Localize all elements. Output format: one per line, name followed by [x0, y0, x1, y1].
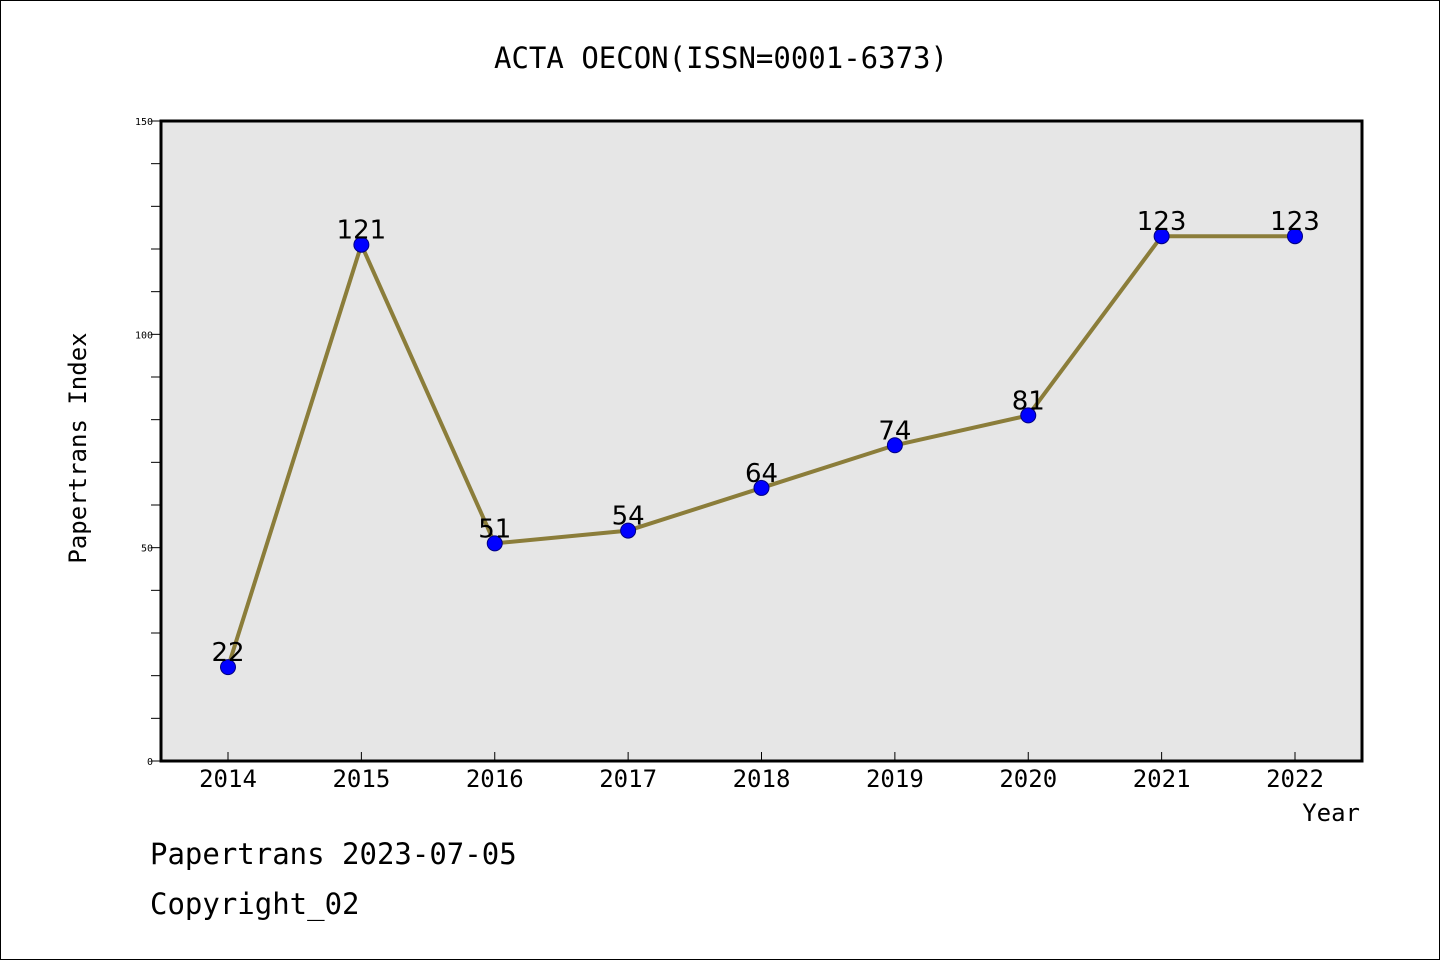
data-label: 81 — [1012, 386, 1045, 416]
data-point — [886, 437, 903, 454]
y-tick-label: 50 — [141, 544, 153, 555]
x-tick-label: 2020 — [999, 765, 1057, 793]
footer-copyright: Copyright_02 — [150, 887, 360, 921]
data-point — [1153, 228, 1170, 245]
data-point — [1287, 228, 1303, 245]
data-point — [1020, 407, 1037, 424]
data-labels: 22 121 51 54 64 74 81 123 123 — [211, 207, 1319, 668]
x-tick-label: 2022 — [1266, 765, 1324, 793]
data-point — [220, 659, 236, 676]
x-axis-label: Year — [1302, 799, 1360, 827]
data-label: 74 — [878, 416, 911, 446]
data-point — [486, 535, 503, 552]
chart-title: ACTA OECON(ISSN=0001-6373) — [494, 41, 948, 75]
y-tick-label: 0 — [147, 757, 153, 768]
x-tick-label: 2015 — [332, 765, 390, 793]
plot-area — [159, 119, 1364, 763]
y-axis: 0 50 100 150 — [135, 117, 161, 768]
y-tick-label: 100 — [135, 330, 153, 341]
x-tick-label: 2014 — [199, 765, 257, 793]
data-point — [353, 236, 370, 253]
x-tick-label: 2021 — [1133, 765, 1191, 793]
x-tick-label: 2016 — [466, 765, 524, 793]
data-label: 64 — [745, 459, 778, 489]
data-label: 22 — [211, 638, 244, 668]
data-label: 54 — [612, 502, 645, 532]
data-label: 51 — [478, 514, 511, 544]
footer-date: Papertrans 2023-07-05 — [150, 837, 517, 871]
y-tick-label: 150 — [135, 117, 153, 128]
x-axis: 2014 2015 2016 2017 2018 2019 2020 2021 2022 — [199, 752, 1324, 793]
data-point — [620, 522, 637, 539]
x-tick-label: 2017 — [599, 765, 657, 793]
data-markers — [220, 228, 1303, 676]
data-point — [753, 479, 770, 496]
x-tick-label: 2019 — [866, 765, 924, 793]
x-tick-label: 2018 — [733, 765, 791, 793]
data-label: 123 — [1137, 207, 1187, 237]
data-label: 123 — [1270, 207, 1320, 237]
data-label: 121 — [337, 216, 387, 246]
y-axis-label: Papertrans Index — [64, 332, 92, 563]
